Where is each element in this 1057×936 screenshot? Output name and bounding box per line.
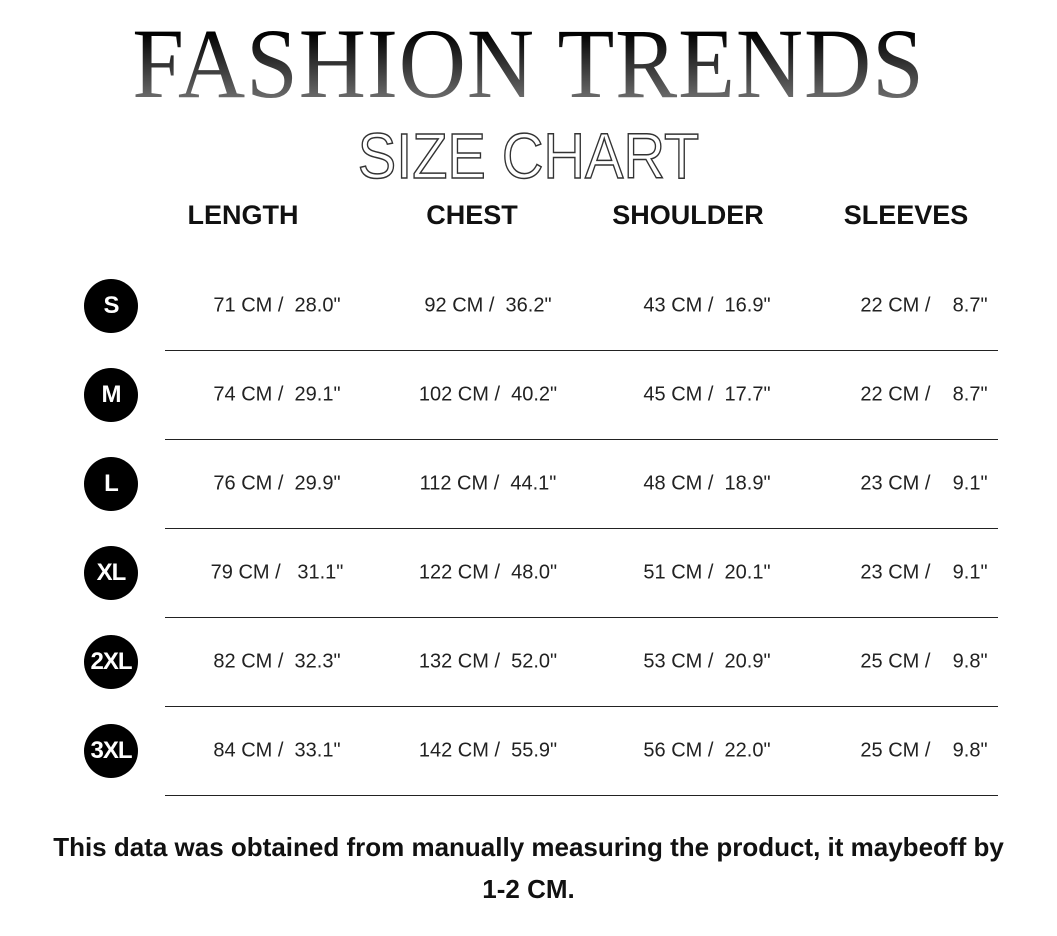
table-cell: 25 CM / 9.8" <box>860 650 988 673</box>
table-cell: 74 CM / 29.1" <box>213 383 341 406</box>
row-divider <box>165 439 998 440</box>
row-divider <box>165 617 998 618</box>
table-cell: 23 CM / 9.1" <box>860 472 988 495</box>
table-cell: 43 CM / 16.9" <box>643 294 771 317</box>
table-cell: 23 CM / 9.1" <box>860 561 988 584</box>
brand-title: FASHION TRENDS <box>37 12 1020 116</box>
row-divider <box>165 528 998 529</box>
measurement-note: This data was obtained from manually mea… <box>53 832 1004 904</box>
table-cell: 82 CM / 32.3" <box>213 650 341 673</box>
table-cell: 76 CM / 29.9" <box>213 472 341 495</box>
table-cell: 92 CM / 36.2" <box>424 294 552 317</box>
row-divider <box>165 350 998 351</box>
table-cell: 25 CM / 9.8" <box>860 739 988 762</box>
column-header: SLEEVES <box>843 200 969 230</box>
row-divider <box>165 706 998 707</box>
table-cell: 132 CM / 52.0" <box>418 650 558 673</box>
table-cell: 142 CM / 55.9" <box>418 739 558 762</box>
table-cell: 56 CM / 22.0" <box>643 739 771 762</box>
table-cell: 122 CM / 48.0" <box>418 561 558 584</box>
row-divider <box>165 795 998 796</box>
table-cell: 102 CM / 40.2" <box>418 383 558 406</box>
table-cell: 53 CM / 20.9" <box>643 650 771 673</box>
size-badge: M <box>84 368 138 422</box>
chart-subtitle: SIZE CHART <box>357 119 700 193</box>
table-cell: 22 CM / 8.7" <box>860 383 988 406</box>
column-header: SHOULDER <box>612 200 764 230</box>
table-cell: 71 CM / 28.0" <box>213 294 341 317</box>
table-cell: 22 CM / 8.7" <box>860 294 988 317</box>
table-cell: 45 CM / 17.7" <box>643 383 771 406</box>
size-badge: 3XL <box>84 724 138 778</box>
size-badge: S <box>84 279 138 333</box>
column-header: LENGTH <box>187 200 299 230</box>
table-cell: 84 CM / 33.1" <box>213 739 341 762</box>
table-cell: 112 CM / 44.1" <box>419 472 557 495</box>
size-badge: L <box>84 457 138 511</box>
table-cell: 51 CM / 20.1" <box>643 561 771 584</box>
size-badge: XL <box>84 546 138 600</box>
column-header: CHEST <box>426 200 518 230</box>
size-badge: 2XL <box>84 635 138 689</box>
table-cell: 48 CM / 18.9" <box>643 472 771 495</box>
table-cell: 79 CM / 31.1" <box>210 561 344 584</box>
